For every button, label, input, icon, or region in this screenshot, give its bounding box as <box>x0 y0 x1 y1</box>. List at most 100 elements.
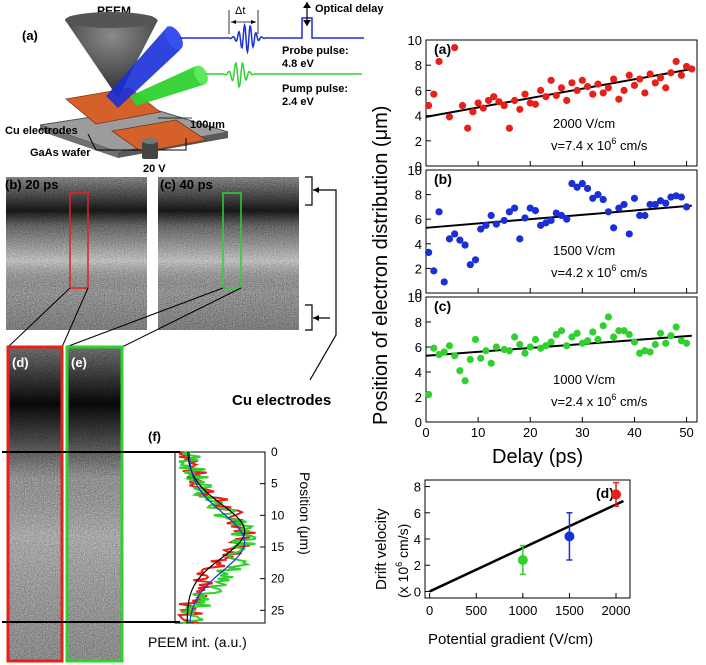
panel-1-point-25 <box>557 211 566 220</box>
panel-d-ytick-label-0: 0 <box>414 584 421 599</box>
panel-0-point-5 <box>458 101 467 110</box>
panel-0-ytick-label-5: 10 <box>408 33 422 48</box>
profile-ytick-label-1: 5 <box>271 477 278 491</box>
panel-1-ytick-label-5: 10 <box>408 163 422 178</box>
panel-2-point-22 <box>542 342 550 350</box>
panel-1-point-48 <box>677 193 685 201</box>
panel-2-point-38 <box>625 330 633 339</box>
panel-0-point-15 <box>510 96 519 105</box>
panel-0-point-23 <box>552 91 560 100</box>
d-ylabel-unit: cm/s) <box>395 524 411 562</box>
panel-0-ytick-label-1: 2 <box>415 134 422 149</box>
electrode-bracket-bottom <box>305 304 313 331</box>
peem-image-c-group: (c) 40 ps <box>158 177 299 330</box>
panel-0-point-32 <box>599 89 607 97</box>
panel-2-point-11 <box>482 347 490 355</box>
panel-2-point-18 <box>521 349 529 357</box>
panel-1-point-7 <box>461 241 469 249</box>
panel-2-point-42 <box>646 348 654 356</box>
panel-0-point-41 <box>646 70 654 78</box>
cu-electrode-right <box>110 119 208 153</box>
electrode-bracket-top <box>305 176 313 206</box>
right-xlabel: Delay (ps) <box>492 446 583 468</box>
profile-panel: (f) 0 5 10 15 20 25 Position (μm) PEEM int. (… <box>148 429 313 650</box>
panel-1-point-29 <box>578 179 586 188</box>
panel-0-ytick-label-2: 4 <box>415 109 422 124</box>
panel-2-point-16 <box>510 333 519 341</box>
panel-0-point-29 <box>583 83 592 91</box>
panel-1-point-45 <box>662 199 670 207</box>
zoom-line-green-right <box>121 287 242 348</box>
voltage-label: 20 V <box>143 163 166 175</box>
panel-2-point-12 <box>487 359 495 367</box>
panel-2-ytick-label-1: 2 <box>415 390 422 405</box>
panel-1-point-17 <box>516 235 524 243</box>
panel-1-point-43 <box>651 200 659 209</box>
panel-1-ytick-label-0: 0 <box>415 286 422 301</box>
panel-1-frame <box>425 169 698 294</box>
panel-0-ytick-label-0: 0 <box>415 159 422 174</box>
panel-0-point-17 <box>521 90 529 98</box>
panel-2-point-39 <box>630 338 639 346</box>
panel-2-point-0 <box>425 390 433 399</box>
panel-0-point-28 <box>578 76 586 84</box>
panel-c-field: 1000 V/cm <box>553 372 615 387</box>
panel-d-ytick-label-3: 6 <box>414 506 421 521</box>
schematic-panel: (a) PEEM Δt Optica <box>5 2 384 175</box>
d-xlabel: Potential gradient (V/cm) <box>428 631 593 648</box>
panel-d-point-0 <box>517 554 528 565</box>
panel-c-velocity-base: v=2.4 x 10 <box>551 394 611 409</box>
panel-1-point-23 <box>547 216 555 225</box>
strip-d-border <box>6 345 64 663</box>
panel-2-xtick-label-5: 50 <box>679 425 693 440</box>
right-ylabel: Position of electron distribution (μm) <box>370 106 392 425</box>
panel-1-point-11 <box>482 221 490 229</box>
panel-2-point-47 <box>672 323 680 331</box>
panel-c-velocity-unit: cm/s <box>616 394 648 409</box>
panel-1-point-2 <box>435 208 443 216</box>
panel-a-velocity-base: v=7.4 x 10 <box>551 138 611 153</box>
cu-electrodes-label-a: Cu electrodes <box>5 125 78 137</box>
pump-pulse-label: Pump pulse: <box>282 83 348 95</box>
dt-arrow-head-left <box>231 20 236 24</box>
panel-2-point-43 <box>651 340 659 349</box>
panel-a-velocity-unit: cm/s <box>616 138 648 153</box>
strip-e-border <box>65 345 124 663</box>
cu-electrodes-label: Cu electrodes <box>232 392 331 409</box>
panel-0-point-45 <box>667 69 675 77</box>
profile-ytick-label-0: 0 <box>271 445 278 459</box>
panel-1-point-27 <box>568 179 576 188</box>
panel-1-point-32 <box>594 191 602 199</box>
schematic-panel-label: (a) <box>22 28 38 43</box>
panel-2-fit <box>425 334 692 357</box>
d-ylabel-exp: 6 <box>394 562 404 567</box>
panel-0-ytick-label-4: 8 <box>415 58 422 73</box>
strip-e-label: (e) <box>71 355 87 370</box>
panel-1-label: (b) <box>434 171 452 187</box>
panel-2-point-1 <box>430 344 438 352</box>
delay-arrow-head-top <box>303 2 311 8</box>
panel-a-field: 2000 V/cm <box>553 116 615 131</box>
panel-1-point-3 <box>440 278 448 286</box>
panel-0-point-11 <box>490 93 498 101</box>
panel-2-point-46 <box>667 332 675 340</box>
probe-pulse-label: Probe pulse: <box>282 45 349 57</box>
panel-1-point-42 <box>646 200 654 209</box>
panel-2-xtick-label-3: 30 <box>575 425 589 440</box>
panel-2-point-35 <box>610 333 618 341</box>
panel-0-frame <box>425 39 698 167</box>
profile-panel-label: (f) <box>148 429 161 444</box>
panel-2-point-44 <box>656 329 665 337</box>
panel-1-point-20 <box>531 206 540 215</box>
peem-image-b-band <box>6 177 147 330</box>
panel-0-point-13 <box>500 101 508 110</box>
panel-1-point-36 <box>615 204 623 212</box>
profile-ylabel: Position (μm) <box>297 472 313 555</box>
circuit-wire-left <box>87 133 118 151</box>
profile-ytick-label-2: 10 <box>271 508 285 522</box>
panel-0-point-27 <box>573 86 581 94</box>
panel-0-point-42 <box>651 79 659 87</box>
panel-c-velocity: v=2.4 x 106 cm/s <box>551 392 648 409</box>
panel-b-velocity-base: v=4.2 x 10 <box>551 265 611 280</box>
panel-0-point-47 <box>677 71 685 79</box>
